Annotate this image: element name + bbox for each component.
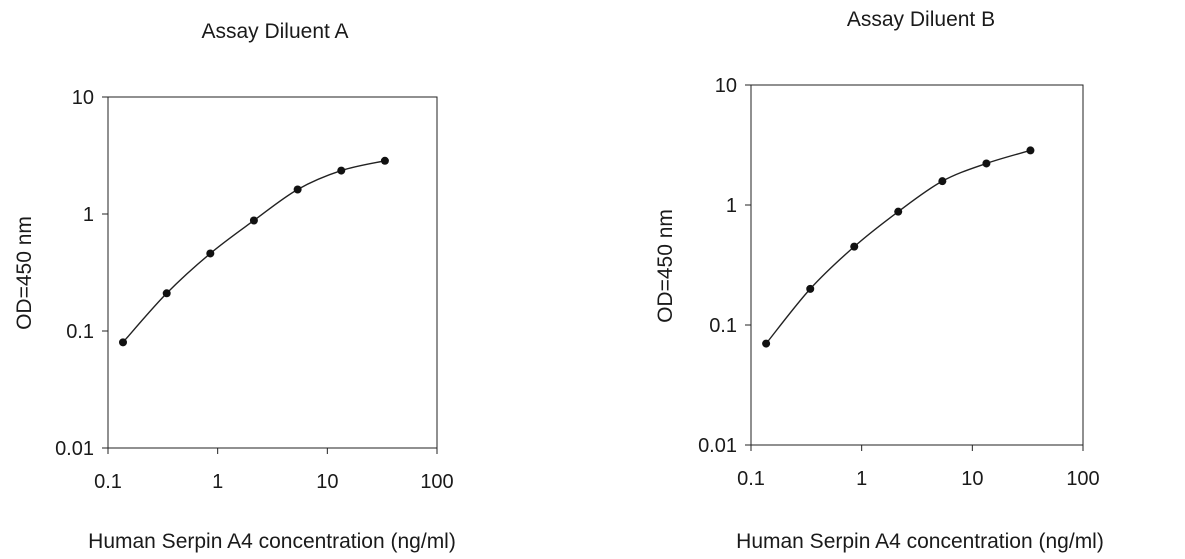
y-tick-label: 10 [72, 87, 94, 109]
plot-area-b [750, 84, 1084, 446]
x-ticks-b: 0.1 1 10 100 [737, 445, 1100, 490]
y-tick-label: 0.1 [709, 315, 737, 337]
data-point [938, 177, 947, 186]
data-point [894, 207, 903, 216]
x-axis-label-a: Human Serpin A4 concentration (ng/ml) [88, 530, 456, 553]
y-axis-label-b: OD=450 nm [654, 209, 677, 323]
y-tick-label: 0.1 [66, 321, 94, 343]
data-point [982, 159, 991, 168]
x-tick-label: 100 [1066, 468, 1099, 490]
y-ticks-a: 0.01 0.1 1 10 [55, 87, 108, 460]
data-point [850, 242, 859, 251]
data-point [293, 185, 302, 194]
data-point [1026, 146, 1035, 155]
data-point [806, 284, 815, 293]
x-tick-label: 10 [961, 468, 983, 490]
y-tick-label: 0.01 [55, 438, 94, 460]
data-point [206, 249, 215, 258]
y-axis-label-a: OD=450 nm [13, 216, 36, 330]
y-ticks-b: 0.01 0.1 1 10 [698, 75, 751, 457]
x-axis-label-b: Human Serpin A4 concentration (ng/ml) [736, 530, 1104, 553]
chart-title-a: Assay Diluent A [201, 20, 348, 43]
x-tick-label: 1 [856, 468, 867, 490]
chart-title-b: Assay Diluent B [847, 8, 995, 31]
chart-panel-b: Assay Diluent B OD=450 nm Human Serpin A… [654, 8, 1104, 553]
x-tick-label: 0.1 [737, 468, 765, 490]
x-tick-label: 100 [420, 471, 453, 493]
y-tick-label: 10 [715, 75, 737, 97]
plot-area-a [107, 96, 438, 449]
x-tick-label: 0.1 [94, 471, 122, 493]
y-tick-label: 1 [726, 195, 737, 217]
data-point [337, 166, 346, 175]
data-point [118, 338, 127, 347]
data-point [762, 339, 771, 348]
x-tick-label: 10 [316, 471, 338, 493]
series-a [118, 156, 389, 347]
data-point [249, 216, 258, 225]
series-b [762, 146, 1035, 348]
y-tick-label: 0.01 [698, 435, 737, 457]
series-line [765, 149, 1031, 345]
series-line [122, 160, 386, 343]
y-tick-label: 1 [83, 204, 94, 226]
data-point [162, 289, 171, 298]
x-tick-label: 1 [212, 471, 223, 493]
data-point [380, 156, 389, 165]
x-ticks-a: 0.1 1 10 100 [94, 448, 454, 493]
chart-panel-a: Assay Diluent A OD=450 nm Human Serpin A… [13, 20, 456, 553]
